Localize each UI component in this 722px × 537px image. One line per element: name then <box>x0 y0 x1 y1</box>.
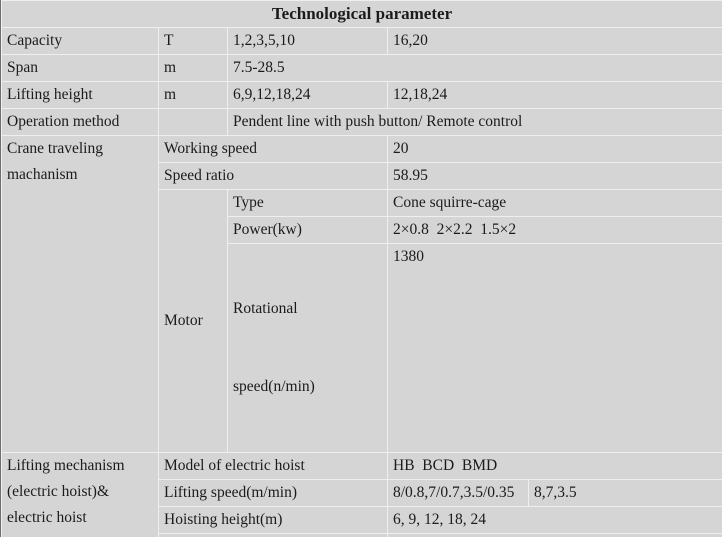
operation-method-value: Pendent line with push button/ Remote co… <box>226 108 722 136</box>
lifting-height-value-a: 6,9,12,18,24 <box>227 81 388 109</box>
working-speed-label: Working speed <box>158 135 388 163</box>
motor-power-value: 2×0.8 2×2.2 1.5×2 <box>386 216 722 244</box>
motor-type-label: Type <box>227 189 388 217</box>
lifting-height-label: Lifting height <box>1 81 159 109</box>
row-working-speed: Crane traveling machanism Working speed … <box>1 135 722 453</box>
capacity-unit: T <box>158 27 228 55</box>
span-unit: m <box>158 54 228 82</box>
motor-type-value: Cone squirre-cage <box>386 189 722 217</box>
operation-method-label: Operation method <box>1 108 159 136</box>
motor-power-label: Power(kw) <box>227 216 388 244</box>
motor-rotational-label-line1: Rotational <box>233 300 298 317</box>
motor-rotational-value: 1380 <box>386 243 722 453</box>
row-span: Span m 7.5-28.5 <box>1 54 722 82</box>
row-motor-type: Motor Type Cone squirre-cage <box>2 189 722 453</box>
speed-ratio-label: Speed ratio <box>158 162 388 190</box>
capacity-value-a: 1,2,3,5,10 <box>227 27 388 55</box>
lifting-mechanism-section-label: Lifting mechanism (electric hoist)& elec… <box>1 452 159 537</box>
hoist-traveling-speed-label: Traveling speed(n/min) <box>158 533 388 537</box>
hoist-hoisting-height-label: Hoisting height(m) <box>158 506 388 534</box>
motor-group-label: Motor <box>158 189 228 453</box>
span-value: 7.5-28.5 <box>226 54 722 82</box>
hoist-model-label: Model of electric hoist <box>158 452 388 480</box>
hoist-traveling-speed-value: 20 <box>386 533 722 537</box>
row-lifting-height: Lifting height m 6,9,12,18,24 12,18,24 <box>1 81 722 109</box>
row-operation-method: Operation method Pendent line with push … <box>1 108 722 136</box>
working-speed-value: 20 <box>386 135 722 163</box>
row-speed-ratio: Speed ratio 58.95 <box>2 162 722 190</box>
lifting-height-value-b: 12,18,24 <box>386 81 722 109</box>
row-capacity: Capacity T 1,2,3,5,10 16,20 <box>1 27 722 55</box>
capacity-label: Capacity <box>1 27 159 55</box>
capacity-value-b: 16,20 <box>386 27 722 55</box>
motor-rotational-label-line2: speed(n/min) <box>233 378 315 395</box>
row-motor-power: Power(kw) 2×0.8 2×2.2 1.5×2 <box>2 216 722 244</box>
hoist-lifting-speed-label: Lifting speed(m/min) <box>158 479 388 507</box>
table-title: Technological parameter <box>1 0 722 28</box>
hoist-hoisting-height-value: 6, 9, 12, 18, 24 <box>386 506 722 534</box>
title-row: Technological parameter <box>1 0 722 28</box>
span-label: Span <box>1 54 159 82</box>
row-motor-rotational: Rotational speed(n/min) 1380 <box>2 243 722 453</box>
motor-rotational-label: Rotational speed(n/min) <box>227 243 388 453</box>
hoist-lifting-speed-value-a: 8/0.8,7/0.7,3.5/0.35 <box>387 479 529 507</box>
operation-method-unit <box>158 108 228 136</box>
row-hoist-model: Lifting mechanism (electric hoist)& elec… <box>1 452 722 537</box>
row-hoist-hoisting-height: Hoisting height(m) 6, 9, 12, 18, 24 <box>2 506 722 534</box>
hoist-lifting-speed-value-b: 8,7,3.5 <box>527 479 722 507</box>
hoist-model-value: HB BCD BMD <box>386 452 722 480</box>
speed-ratio-value: 58.95 <box>386 162 722 190</box>
crane-traveling-section-label: Crane traveling machanism <box>1 135 159 453</box>
lifting-height-unit: m <box>158 81 228 109</box>
